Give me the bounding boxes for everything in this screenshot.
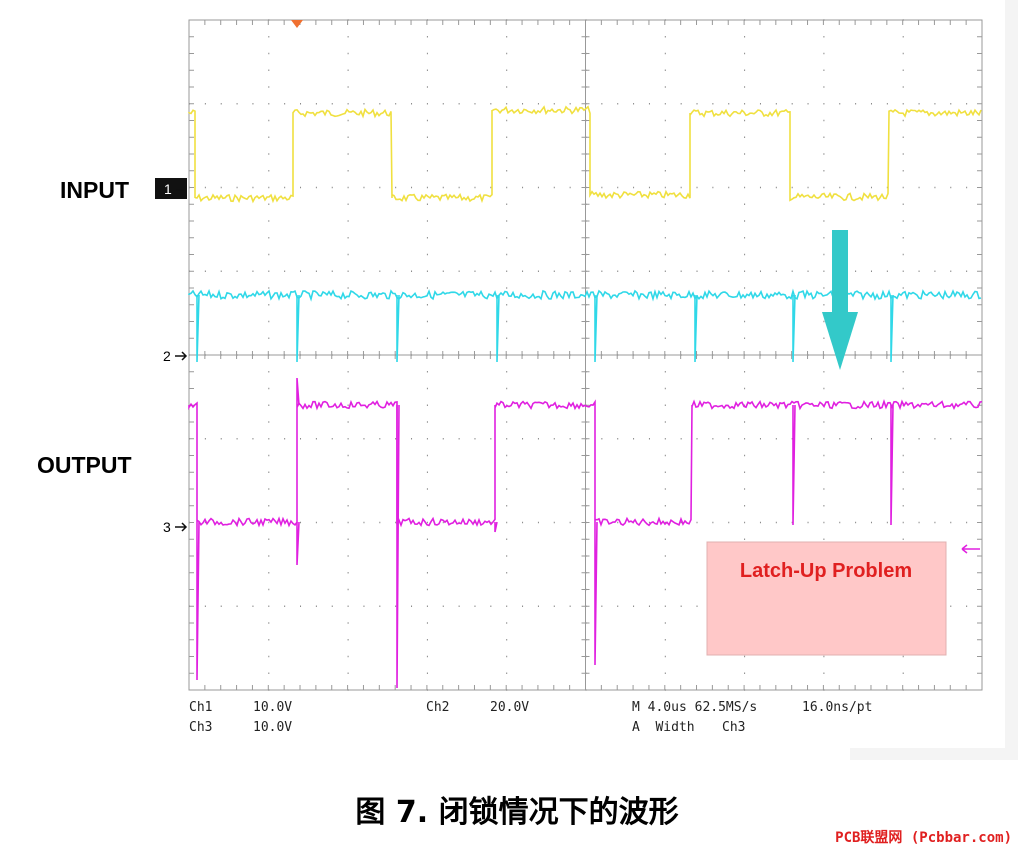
readout: Ch3: [189, 720, 212, 735]
output-label: OUTPUT: [37, 452, 132, 478]
ch1-marker-box: [155, 178, 187, 199]
ch2-trace: [188, 288, 982, 302]
waveforms: [188, 105, 983, 689]
ch1-marker: 1: [164, 181, 172, 197]
arrow-head: [822, 312, 858, 370]
annotation: Latch-Up Problem: [740, 560, 912, 582]
ch2-trace-spike: [496, 294, 500, 363]
output-trace-spike: [890, 404, 894, 526]
ch3-marker: 3: [163, 519, 171, 535]
output-trace-spike: [296, 521, 300, 566]
output-trace-spike: [792, 404, 796, 526]
channel-arrows: [175, 189, 188, 532]
readout: Ch1: [189, 700, 212, 715]
output-trace: [188, 399, 983, 528]
readout: A Width: [632, 720, 695, 735]
ch2-trace-spike: [296, 294, 300, 363]
annotation-box: [706, 541, 947, 656]
output-trace-spike: [296, 377, 300, 406]
input-label: INPUT: [60, 177, 129, 203]
ch2-trace-spike: [890, 294, 894, 363]
ch2-trace-spike: [396, 294, 400, 363]
ch3-level-marker: [961, 544, 980, 554]
output-trace-spike: [494, 521, 498, 533]
readout: Ch3: [722, 720, 745, 735]
ch2-marker: 2: [163, 348, 171, 364]
readout: 16.0ns/pt: [802, 700, 872, 715]
input-trace: [188, 105, 982, 204]
caption: 图 7. 闭锁情况下的波形: [355, 795, 678, 830]
watermark: PCB联盟网 (Pcbbar.com): [835, 830, 1012, 846]
arrow-shaft: [832, 230, 848, 315]
readout: M 4.0us 62.5MS/s: [632, 700, 757, 715]
ch2-trace-spike: [792, 294, 796, 363]
readout: 10.0V: [253, 700, 292, 715]
readout: 20.0V: [490, 700, 529, 715]
trigger-position-marker: [291, 20, 303, 28]
readout: 10.0V: [253, 720, 292, 735]
ch2-trace-spike: [196, 294, 200, 363]
graticule: [188, 19, 983, 691]
ch2-trace-spike: [594, 294, 598, 363]
output-trace-spike: [196, 521, 200, 681]
readout: Ch2: [426, 700, 449, 715]
ch2-trace-spike: [694, 294, 698, 363]
output-trace-spike: [396, 404, 400, 689]
output-trace-spike: [594, 521, 598, 666]
graticule-axes: [188, 19, 982, 691]
